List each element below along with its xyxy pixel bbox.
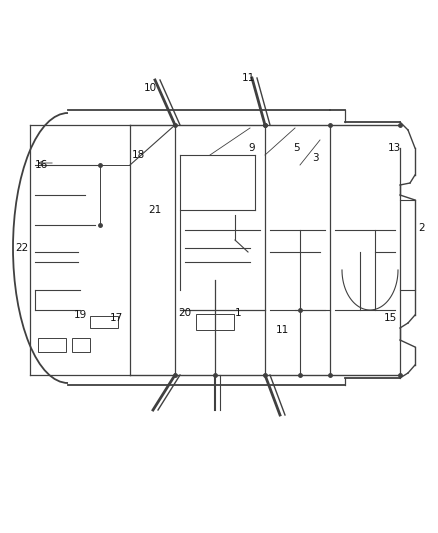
- Text: 22: 22: [15, 243, 28, 253]
- Text: 10: 10: [143, 83, 156, 93]
- Text: 11: 11: [241, 73, 254, 83]
- Text: 3: 3: [312, 153, 318, 163]
- Bar: [196, 314, 234, 330]
- Bar: [38, 338, 66, 352]
- Text: 2: 2: [419, 223, 425, 233]
- Text: 18: 18: [131, 150, 145, 160]
- Text: 13: 13: [387, 143, 401, 153]
- Text: 21: 21: [148, 205, 162, 215]
- Text: 5: 5: [293, 143, 299, 153]
- Text: 16: 16: [34, 160, 48, 170]
- Bar: [90, 316, 118, 328]
- Text: 20: 20: [178, 308, 191, 318]
- Text: 17: 17: [110, 313, 123, 323]
- Text: 11: 11: [276, 325, 289, 335]
- Text: 15: 15: [383, 313, 397, 323]
- Text: 1: 1: [235, 308, 241, 318]
- Bar: [72, 338, 90, 352]
- Text: 9: 9: [249, 143, 255, 153]
- Text: 19: 19: [74, 310, 87, 320]
